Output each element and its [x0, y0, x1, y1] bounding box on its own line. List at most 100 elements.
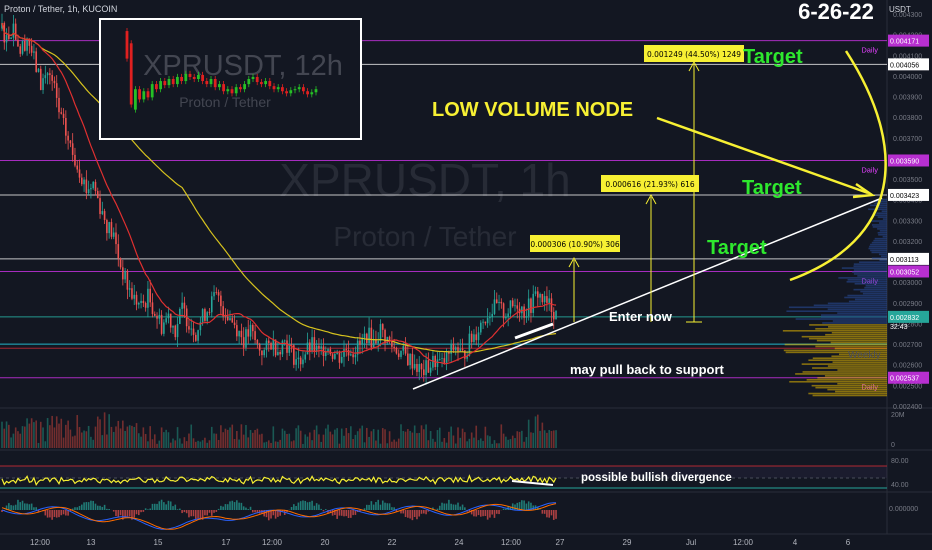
profile-bar [835, 390, 887, 393]
volume-bar [334, 429, 336, 448]
candle-body [242, 337, 245, 348]
candle-body [119, 258, 122, 268]
recent-trendline-marker[interactable] [514, 322, 554, 340]
time-tick-4: 12:00 [262, 538, 283, 547]
profile-bar [871, 224, 887, 226]
candle-body [17, 39, 19, 47]
candle-body [51, 74, 53, 81]
candle-body [181, 302, 183, 309]
level-tag-text-3: 0.003423 [890, 193, 919, 200]
macd-bar [384, 502, 386, 510]
candle-body [156, 315, 158, 319]
volume-bar [297, 425, 300, 448]
macd-bar [498, 510, 500, 515]
macd-bar [393, 507, 395, 510]
macd-bar [81, 504, 83, 510]
candle-body [511, 300, 514, 307]
volume-bar [336, 428, 338, 448]
macd-bar [473, 510, 475, 517]
macd-bar [470, 510, 473, 515]
macd-bar [172, 506, 174, 510]
candle-body [299, 357, 302, 365]
measure-arrow-3[interactable] [568, 256, 580, 322]
macd-bar [302, 500, 304, 510]
volume-bar [313, 429, 316, 448]
candle-body [525, 316, 528, 318]
candle-body [327, 349, 329, 352]
candle-body [128, 288, 131, 290]
volume-bar [256, 428, 259, 448]
candle-body [149, 288, 151, 303]
macd-bar [313, 505, 316, 510]
measure-arrow-2[interactable] [645, 193, 657, 322]
macd-bar [55, 510, 58, 518]
price-tick-9: 0.003400 [893, 198, 922, 205]
volume-bar [124, 431, 126, 448]
profile-bar [827, 302, 887, 305]
time-tick-1: 13 [87, 538, 96, 547]
macd-bar [427, 510, 430, 512]
price-tick-13: 0.003000 [893, 280, 922, 287]
inset-candle-body [197, 74, 200, 79]
volume-bar [386, 443, 389, 448]
macd-bar [62, 510, 65, 515]
macd-bar [459, 506, 462, 510]
volume-bar [128, 425, 131, 448]
macd-bar [245, 507, 247, 510]
macd-histogram [1, 499, 557, 521]
macd-bar [65, 510, 67, 516]
macd-bar [550, 510, 553, 516]
macd-bar [21, 500, 24, 510]
candle-body [215, 292, 218, 293]
volume-bar [42, 427, 44, 448]
candle-body [461, 348, 464, 351]
candle-body [302, 359, 304, 365]
volume-bar [85, 431, 88, 448]
volume-bar [434, 441, 436, 448]
macd-bar [507, 505, 509, 510]
macd-bar [267, 510, 270, 521]
candle-body [402, 346, 405, 351]
volume-bar [397, 438, 400, 448]
candle-body [304, 354, 307, 360]
candle-body [309, 342, 311, 352]
candle-body [233, 322, 236, 326]
time-tick-5: 20 [321, 538, 330, 547]
macd-bar [44, 510, 47, 516]
candle-body [226, 316, 229, 321]
volume-bar [537, 414, 539, 448]
time-tick-7: 24 [455, 538, 464, 547]
candle-body [65, 118, 67, 136]
support-trendline[interactable] [412, 197, 883, 390]
volume-bar [44, 441, 47, 448]
volume-bar [454, 443, 457, 448]
measure-label-3: 0.000306 (10.90%) 306 [530, 240, 620, 249]
inset-candle-body [163, 81, 167, 86]
candle-body [366, 333, 368, 343]
macd-bar [206, 510, 208, 516]
macd-bar [213, 510, 215, 513]
candle-body [222, 306, 224, 317]
price-level-tags: 0.004171 0.004056 0.003590 0.003423 0.003113… [888, 34, 929, 384]
volume-bar [208, 440, 211, 448]
profile-bar [854, 282, 887, 285]
macd-bar [67, 510, 69, 516]
volume-bar [466, 441, 468, 448]
volume-bar [438, 427, 441, 448]
time-axis[interactable]: 12:00 13 15 17 12:00 20 22 24 12:00 27 29 Jul 12:00 4… [30, 538, 851, 547]
candle-body [199, 322, 202, 331]
candle-body [550, 298, 553, 312]
candle-body [432, 355, 434, 368]
profile-bar [815, 386, 887, 389]
candle-body [413, 363, 416, 369]
inset-candle-body [272, 86, 276, 90]
macd-bar [272, 510, 275, 516]
volume-bar [272, 426, 275, 448]
volume-bar [418, 432, 421, 448]
candle-body [158, 314, 161, 319]
macd-bar [5, 505, 8, 510]
profile-bar [811, 384, 887, 387]
macd-bar [495, 510, 498, 514]
macd-bar [343, 510, 345, 517]
